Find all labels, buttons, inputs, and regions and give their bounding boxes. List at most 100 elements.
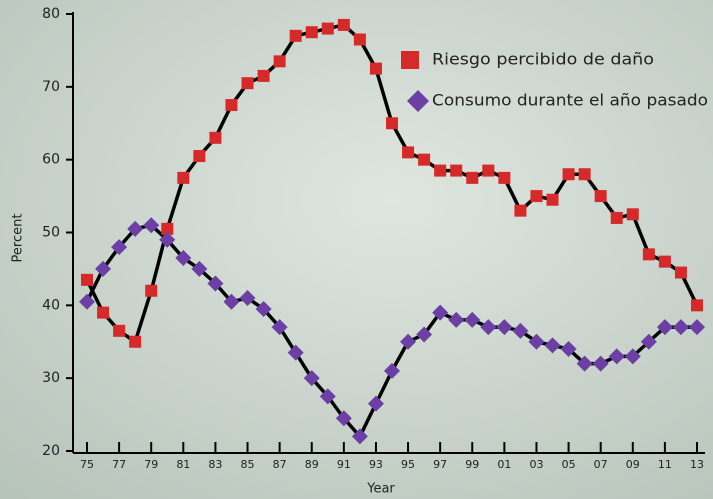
marker xyxy=(289,29,302,42)
marker xyxy=(450,164,463,177)
marker xyxy=(127,220,144,237)
x-tick-label: 13 xyxy=(690,458,704,471)
marker xyxy=(528,333,545,350)
x-tick-label: 05 xyxy=(562,458,576,471)
marker xyxy=(689,319,705,336)
marker xyxy=(271,319,288,336)
x-tick-label: 83 xyxy=(208,458,222,471)
marker xyxy=(496,319,513,336)
marker xyxy=(273,55,286,68)
x-tick-label: 77 xyxy=(112,458,126,471)
x-tick-label: 89 xyxy=(305,458,319,471)
marker xyxy=(626,208,639,221)
marker xyxy=(512,322,529,339)
marker xyxy=(337,18,350,31)
x-tick-label: 93 xyxy=(369,458,383,471)
x-tick-label: 09 xyxy=(626,458,640,471)
marker xyxy=(434,164,447,177)
marker xyxy=(223,293,240,310)
marker xyxy=(113,324,126,337)
marker xyxy=(129,335,142,348)
marker xyxy=(418,153,431,166)
legend-label: Riesgo percibido de daño xyxy=(432,50,654,69)
marker xyxy=(608,348,625,365)
x-tick-label: 07 xyxy=(594,458,608,471)
marker xyxy=(177,171,190,184)
marker xyxy=(335,410,352,427)
marker xyxy=(305,26,318,39)
marker xyxy=(624,348,641,365)
y-tick-label: 80 xyxy=(42,6,60,22)
marker xyxy=(97,306,110,319)
y-axis-label: Percent xyxy=(11,214,26,263)
marker xyxy=(656,319,673,336)
marker xyxy=(464,311,481,328)
marker xyxy=(562,168,575,181)
marker xyxy=(514,204,527,217)
x-tick-label: 87 xyxy=(273,458,287,471)
marker xyxy=(658,255,671,268)
marker xyxy=(143,217,160,234)
marker xyxy=(175,249,192,266)
marker xyxy=(432,304,449,321)
marker xyxy=(416,326,433,343)
x-tick-label: 01 xyxy=(497,458,511,471)
x-tick-label: 85 xyxy=(241,458,255,471)
marker xyxy=(400,333,417,350)
x-tick-label: 11 xyxy=(658,458,672,471)
marker xyxy=(482,164,495,177)
marker xyxy=(81,273,93,286)
marker xyxy=(257,69,270,82)
legend-marker xyxy=(407,90,429,112)
marker xyxy=(319,388,336,405)
x-tick-label: 75 xyxy=(80,458,94,471)
y-tick-label: 60 xyxy=(42,152,60,168)
marker xyxy=(560,341,577,358)
marker xyxy=(303,370,320,387)
x-tick-label: 99 xyxy=(465,458,479,471)
marker xyxy=(241,77,254,90)
marker xyxy=(287,344,304,361)
x-tick-label: 81 xyxy=(176,458,190,471)
marker xyxy=(578,168,591,181)
marker xyxy=(402,146,415,159)
marker xyxy=(351,428,368,445)
y-tick-label: 30 xyxy=(42,370,60,386)
marker xyxy=(448,311,465,328)
marker xyxy=(159,231,176,248)
marker xyxy=(367,395,384,412)
marker xyxy=(384,362,400,379)
x-tick-label: 97 xyxy=(433,458,447,471)
x-tick-label: 91 xyxy=(337,458,351,471)
marker xyxy=(79,293,95,310)
marker xyxy=(530,190,543,203)
marker xyxy=(466,171,479,184)
marker xyxy=(225,99,238,112)
marker xyxy=(674,266,687,279)
marker xyxy=(255,300,272,317)
y-tick-label: 50 xyxy=(42,225,60,241)
legend-label: Consumo durante el año pasado xyxy=(432,91,708,110)
marker xyxy=(209,131,222,144)
marker xyxy=(544,337,561,354)
marker xyxy=(193,150,206,163)
y-tick-label: 40 xyxy=(42,297,60,313)
marker xyxy=(594,190,607,203)
x-tick-label: 79 xyxy=(144,458,158,471)
marker xyxy=(640,333,657,350)
marker xyxy=(145,284,158,297)
marker xyxy=(691,299,703,312)
marker xyxy=(480,319,497,336)
marker xyxy=(642,248,655,261)
marker xyxy=(498,171,511,184)
marker xyxy=(95,260,112,277)
legend-marker xyxy=(401,51,419,69)
marker xyxy=(546,193,559,206)
marker xyxy=(161,222,174,235)
x-axis-label: Year xyxy=(366,482,395,497)
marker xyxy=(610,211,623,224)
marker xyxy=(239,290,256,307)
marker xyxy=(207,275,224,292)
